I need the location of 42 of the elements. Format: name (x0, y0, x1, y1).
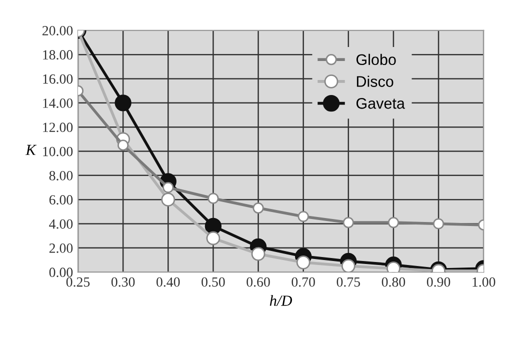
y-tick-label: 10.00 (43, 146, 73, 156)
y-tick-label: 14.00 (43, 98, 73, 108)
x-tick-label: 0.50 (202, 277, 225, 287)
x-tick-label: 0.60 (246, 277, 270, 287)
point (298, 210, 309, 222)
x-tick-label: 0.70 (292, 277, 315, 287)
point (206, 231, 220, 246)
y-tick-label: 6.00 (49, 195, 73, 205)
x-tick-label: 0.90 (426, 277, 450, 287)
point (432, 218, 444, 230)
point (162, 182, 174, 194)
x-tick-label: 1.00 (472, 277, 496, 287)
x-tick-label: 0.25 (66, 277, 90, 287)
y-tick-label: 8.00 (49, 171, 73, 180)
legend-label: Gaveta (356, 98, 405, 109)
y-tick-label: 16.00 (43, 74, 73, 84)
y-tick-label: 0.00 (49, 268, 73, 278)
point (251, 247, 266, 261)
x-tick-label: 0.30 (111, 277, 135, 287)
x-tick-label: 0.80 (382, 277, 406, 287)
point (296, 255, 310, 270)
y-tick-label: 12.00 (43, 122, 73, 132)
y-tick-label: 18.00 (43, 50, 73, 60)
legend-label: Disco (356, 76, 394, 87)
point (118, 140, 129, 151)
point (114, 94, 132, 112)
point (204, 218, 222, 235)
point (388, 216, 400, 228)
line-series (78, 30, 484, 272)
y-axis-title: K (26, 144, 37, 155)
point (252, 202, 264, 214)
point (161, 192, 176, 207)
x-tick-label: 0.75 (336, 277, 360, 287)
point (208, 192, 219, 204)
x-axis-title: h/D (270, 295, 292, 306)
point (342, 216, 354, 228)
y-tick-label: 4.00 (49, 219, 73, 229)
x-tick-label: 0.40 (156, 277, 180, 287)
point (341, 259, 356, 272)
legend-label: Globo (356, 54, 396, 66)
y-tick-label: 2.00 (49, 244, 73, 253)
y-tick-label: 20.00 (42, 26, 73, 36)
